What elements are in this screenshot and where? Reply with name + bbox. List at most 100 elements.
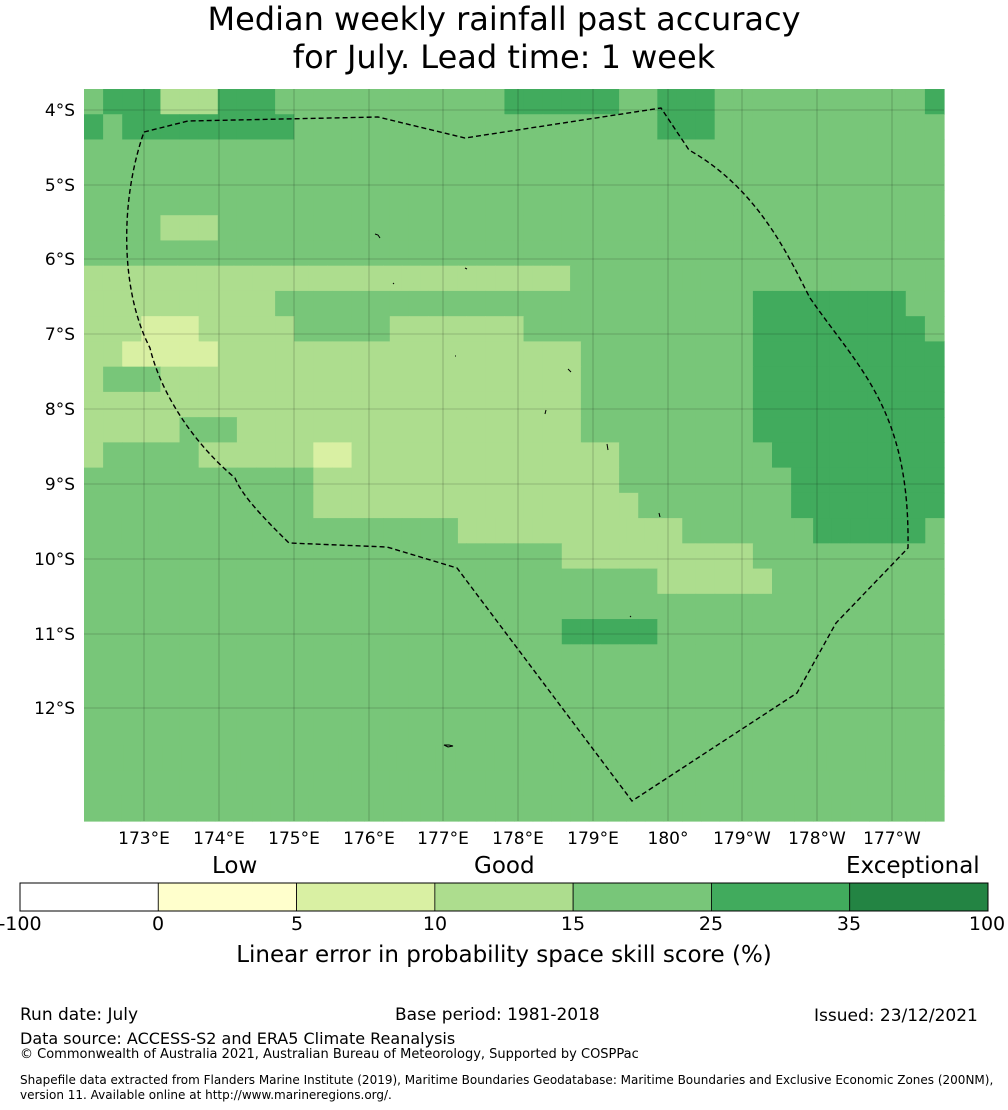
- grid-cell: [619, 694, 639, 721]
- grid-cell: [924, 669, 945, 696]
- grid-cell: [714, 114, 735, 141]
- grid-cell: [504, 593, 525, 620]
- grid-cell: [313, 316, 334, 343]
- longitude-label: 176°E: [343, 829, 395, 849]
- colorbar-segment: [296, 882, 436, 912]
- grid-cell: [351, 669, 372, 696]
- grid-cell: [485, 114, 506, 141]
- grid-cell: [141, 391, 162, 418]
- grid-cell: [826, 745, 847, 772]
- grid-cell: [695, 694, 716, 721]
- island: [464, 267, 468, 270]
- grid-cell: [179, 189, 200, 216]
- grid-cell: [650, 745, 671, 772]
- grid-cell: [177, 518, 197, 544]
- grid-cell: [810, 316, 830, 343]
- grid-cell: [657, 240, 678, 267]
- grid-cell: [523, 417, 544, 443]
- grid-cell: [831, 265, 852, 292]
- island: [544, 409, 547, 415]
- island: [658, 512, 661, 518]
- grid-cell: [738, 265, 758, 292]
- grid-cell: [752, 644, 773, 671]
- grid-cell: [275, 543, 295, 570]
- grid-cell: [447, 593, 467, 620]
- grid-cell: [829, 114, 850, 141]
- grid-cell: [561, 366, 582, 393]
- grid-cell: [772, 593, 792, 620]
- grid-cell: [428, 568, 448, 595]
- grid-cell: [275, 669, 295, 696]
- grid-cell: [561, 417, 582, 443]
- grid-cell: [714, 366, 735, 393]
- grid-cell: [236, 139, 257, 166]
- grid-cell: [313, 366, 334, 393]
- grid-cell: [447, 720, 467, 746]
- grid-cell: [466, 720, 486, 746]
- grid-cell: [810, 543, 830, 570]
- grid-cell: [657, 593, 678, 620]
- grid-cell: [428, 290, 448, 317]
- grid-cell: [313, 417, 334, 443]
- longitude-label: 175°E: [268, 829, 320, 849]
- grid-cell: [504, 442, 525, 469]
- grid-cell: [580, 189, 601, 216]
- grid-cell: [714, 593, 735, 620]
- grid-cell: [752, 391, 773, 418]
- longitude-labels: 173°E 174°E 175°E 176°E 177°E 178°E 179°E 180° 1…: [118, 829, 921, 849]
- island: [392, 282, 395, 285]
- grid-cell: [447, 492, 467, 519]
- grid-cell: [638, 114, 658, 141]
- grid-cell: [752, 215, 773, 242]
- grid-cell: [447, 89, 467, 115]
- grid-cell: [600, 442, 620, 469]
- category-low: Low: [212, 853, 258, 879]
- grid-cell: [275, 720, 295, 746]
- title-line-2: for July. Lead time: 1 week: [292, 38, 716, 76]
- grid-cell: [457, 265, 478, 292]
- grid-cell: [370, 417, 391, 443]
- grid-cell: [551, 795, 571, 822]
- grid-cell: [638, 593, 658, 620]
- grid-cell: [523, 89, 544, 115]
- grid-cell: [485, 467, 506, 494]
- grid-cell: [561, 164, 582, 191]
- grid-cell: [695, 644, 716, 671]
- grid-cell: [332, 770, 353, 797]
- grid-cell: [733, 89, 754, 115]
- grid-cell: [772, 139, 792, 166]
- grid-cell: [791, 568, 811, 595]
- grid-cell: [695, 215, 716, 242]
- grid-cell: [848, 720, 869, 746]
- grid-cell: [848, 467, 869, 494]
- grid-cell: [733, 189, 754, 216]
- grid-cell: [275, 417, 295, 443]
- grid-cell: [466, 694, 486, 721]
- grid-cell: [542, 164, 563, 191]
- grid-cell: [810, 720, 830, 746]
- grid-cell: [141, 770, 162, 797]
- grid-cell: [619, 366, 639, 393]
- grid-cell: [447, 568, 467, 595]
- grid-cell: [905, 189, 926, 216]
- grid-cell: [466, 669, 486, 696]
- grid-cell: [867, 139, 888, 166]
- grid-cell: [829, 316, 850, 343]
- grid-cell: [810, 366, 830, 393]
- grid-cell: [84, 290, 104, 317]
- grid-cell: [351, 467, 372, 494]
- latitude-label: 12°S: [34, 699, 75, 719]
- grid-cell: [275, 568, 295, 595]
- grid-cell: [236, 442, 257, 469]
- grid-cell: [351, 568, 372, 595]
- grid-cell: [924, 543, 945, 570]
- grid-cell: [122, 366, 142, 393]
- grid-cell: [772, 290, 792, 317]
- grid-cell: [794, 518, 814, 544]
- island: [629, 615, 632, 618]
- grid-cell: [791, 139, 811, 166]
- grid-cell: [829, 669, 850, 696]
- grid-cell: [561, 467, 582, 494]
- grid-cell: [408, 139, 429, 166]
- grid-cell: [791, 669, 811, 696]
